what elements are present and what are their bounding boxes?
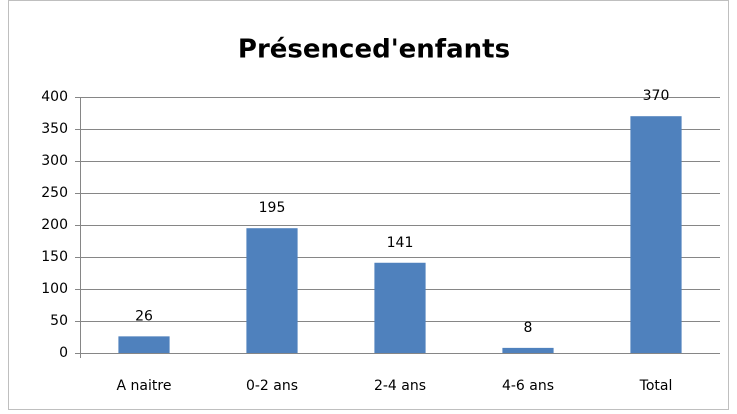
y-tick-label: 300 [41, 153, 68, 169]
y-tick-label: 0 [59, 345, 68, 361]
data-label: 195 [259, 200, 286, 216]
data-label: 26 [135, 308, 153, 324]
bar [374, 262, 426, 353]
data-label: 141 [387, 235, 414, 251]
y-tick-label: 100 [41, 281, 68, 297]
bar [630, 116, 682, 353]
bar [246, 228, 298, 353]
y-tick-label: 50 [50, 313, 68, 329]
data-label: 8 [524, 320, 533, 336]
x-tick-label: 2-4 ans [374, 378, 426, 394]
bar [502, 347, 554, 353]
bar [118, 336, 170, 353]
y-tick-label: 400 [41, 89, 68, 105]
x-tick-label: A naitre [117, 378, 172, 394]
y-tick-label: 200 [41, 217, 68, 233]
chart-title: Présenced'enfants [238, 35, 510, 65]
x-tick-label: 4-6 ans [502, 378, 554, 394]
y-tick-label: 150 [41, 249, 68, 265]
y-tick-label: 250 [41, 185, 68, 201]
data-label: 370 [643, 88, 670, 104]
x-tick-label: 0-2 ans [246, 378, 298, 394]
x-tick-label: Total [639, 378, 673, 394]
y-tick-label: 350 [41, 121, 68, 137]
